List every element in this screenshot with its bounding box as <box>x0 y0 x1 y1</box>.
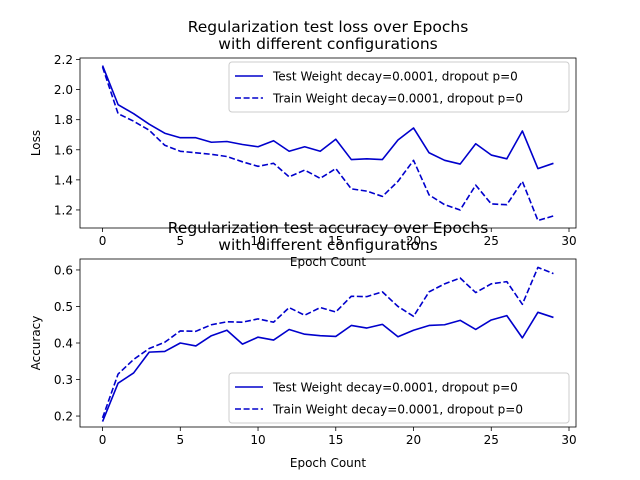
chart-0: 0 5 10 15 20 25 30 1.2 1.4 1.6 1.8 2.0 2.2 Epoch Coun… <box>29 18 577 269</box>
chart-title-line: with different configurations <box>218 236 437 254</box>
y-axis-label: Accuracy <box>29 316 43 371</box>
series-line-test <box>101 311 554 422</box>
y-tick-label: 0.5 <box>54 300 73 314</box>
x-tick-label: 15 <box>328 234 343 248</box>
chart-title-line: with different configurations <box>218 35 437 53</box>
y-tick-label: 0.6 <box>54 263 73 277</box>
x-tick-label: 20 <box>406 433 421 447</box>
x-tick-label: 25 <box>484 433 499 447</box>
legend-entry: Train Weight decay=0.0001, dropout p=0 <box>272 92 523 106</box>
x-tick-label: 0 <box>99 433 107 447</box>
x-tick-label: 10 <box>250 433 265 447</box>
x-tick-label: 20 <box>406 234 421 248</box>
x-tick-label: 5 <box>176 234 184 248</box>
x-tick-label: 25 <box>484 234 499 248</box>
chart-1: 0 5 10 15 20 25 30 0.2 0.3 0.4 0.5 0.6 Epoch Count Ac… <box>29 219 577 470</box>
x-tick-label: 15 <box>328 433 343 447</box>
y-tick-label: 0.2 <box>54 410 73 424</box>
legend-entry: Test Weight decay=0.0001, dropout p=0 <box>272 70 518 84</box>
y-tick-label: 1.8 <box>54 113 73 127</box>
legend-box <box>228 372 570 424</box>
legend-entry: Train Weight decay=0.0001, dropout p=0 <box>272 403 523 417</box>
x-tick-label: 30 <box>561 234 576 248</box>
x-tick-label: 10 <box>250 234 265 248</box>
series-line-train <box>101 66 554 222</box>
y-tick-label: 1.2 <box>54 203 73 217</box>
y-tick-label: 1.4 <box>54 173 73 187</box>
x-tick-label: 5 <box>176 433 184 447</box>
x-axis-label: Epoch Count <box>290 456 366 470</box>
x-axis-label: Epoch Count <box>290 255 366 269</box>
y-tick-label: 2.2 <box>54 53 73 67</box>
x-tick-label: 30 <box>561 433 576 447</box>
x-tick-label: 0 <box>99 234 107 248</box>
legend-entry: Test Weight decay=0.0001, dropout p=0 <box>272 381 518 395</box>
y-tick-label: 2.0 <box>54 83 73 97</box>
y-axis-label: Loss <box>29 130 43 156</box>
y-tick-label: 0.4 <box>54 337 73 351</box>
legend: Test Weight decay=0.0001, dropout p=0 Tra… <box>228 372 570 424</box>
series-line-test <box>101 65 554 170</box>
legend-box <box>228 61 570 113</box>
chart-title-line: Regularization test loss over Epochs <box>188 18 469 36</box>
chart-title-line: Regularization test accuracy over Epochs <box>168 219 489 237</box>
legend: Test Weight decay=0.0001, dropout p=0 Tra… <box>228 61 570 113</box>
axes-frame <box>79 57 577 229</box>
y-tick-label: 1.6 <box>54 143 73 157</box>
y-tick-label: 0.3 <box>54 373 73 387</box>
